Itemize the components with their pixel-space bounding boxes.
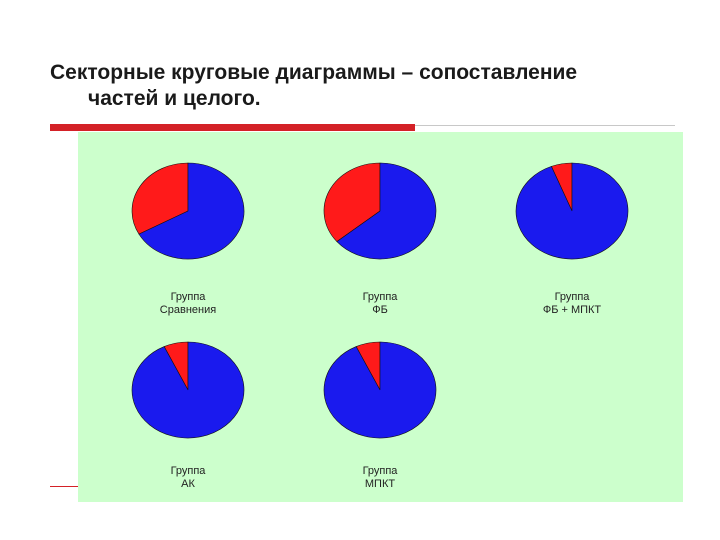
title-line-1: Секторные круговые диаграммы – сопоставл… [50, 61, 578, 84]
pie-slice-3-2 [515, 162, 629, 260]
accent-bar [50, 124, 415, 131]
pie-slice-5-2 [323, 341, 437, 439]
pie-slice-1-1 [131, 162, 189, 235]
pie-label-5-line-2: МПКТ [365, 478, 395, 490]
pie-label-5-line-1: Группа [363, 465, 399, 477]
pie-label-3-line-2: ФБ + МПКТ [543, 304, 602, 316]
pie-label-2-line-2: ФБ [372, 304, 388, 316]
pie-label-4-line-1: Группа [171, 465, 207, 477]
footer-accent-line [50, 486, 80, 487]
divider-line [415, 125, 675, 126]
pie-slice-2-1 [323, 162, 381, 242]
title-line-2: частей и целого. [88, 87, 261, 110]
pie-label-1-line-1: Группа [171, 291, 207, 303]
pie-label-2-line-1: Группа [363, 291, 399, 303]
slide-title: Секторные круговые диаграммы – сопоставл… [50, 60, 690, 112]
pie-slice-1-2 [138, 162, 245, 260]
pie-slice-2-2 [336, 162, 437, 260]
pie-label-1-line-2: Сравнения [160, 304, 216, 316]
pie-slice-4-2 [131, 341, 245, 439]
pie-label-4-line-2: АК [181, 478, 195, 490]
chart-panel: Группа Сравнения Группа ФБ Группа ФБ + МПКТ Гр… [78, 132, 683, 502]
pie-label-3-line-1: Группа [555, 291, 591, 303]
